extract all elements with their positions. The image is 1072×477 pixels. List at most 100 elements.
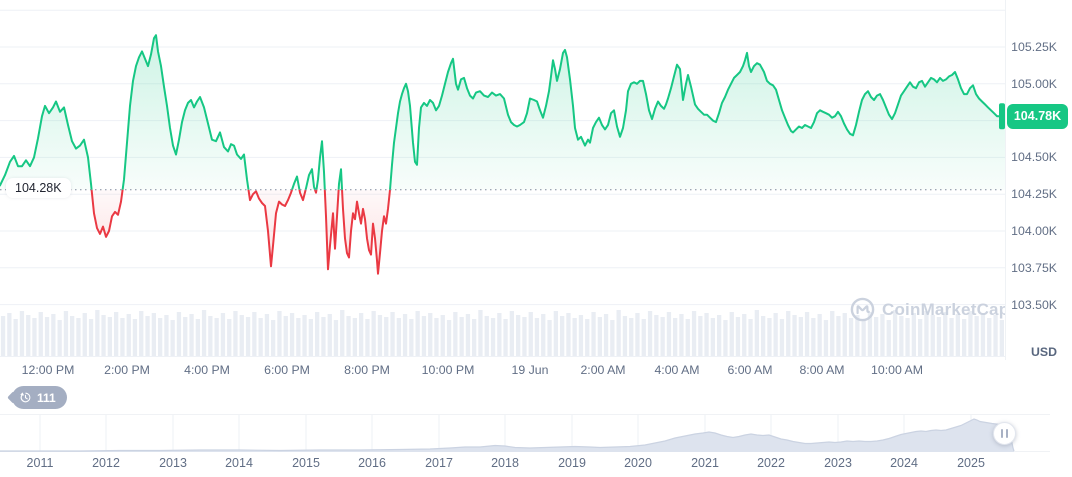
volume-bar <box>7 313 12 356</box>
volume-bar <box>472 319 477 356</box>
volume-bar <box>164 315 169 356</box>
year-axis-labels: 2011 2012 2013 2014 2015 2016 2017 2018 2019 2020… <box>0 456 1050 472</box>
price-chart-svg <box>0 9 1005 357</box>
volume-bar <box>346 316 351 356</box>
volume-bar <box>359 313 364 356</box>
volume-bar <box>302 315 307 356</box>
volume-bar <box>26 315 31 356</box>
volume-bar <box>139 311 144 356</box>
volume-bar <box>484 316 489 356</box>
volume-bar <box>723 320 728 356</box>
volume-bar <box>428 313 433 356</box>
volume-bar <box>811 318 816 356</box>
volume-bar <box>239 315 244 356</box>
volume-bar <box>836 316 841 356</box>
volume-bar <box>779 319 785 356</box>
x-axis-tick-label: 8:00 PM <box>344 363 390 377</box>
year-tick-label: 2018 <box>491 456 519 470</box>
year-tick-label: 2025 <box>957 456 985 470</box>
volume-bar <box>183 317 188 356</box>
baseline-price-label: 104.28K <box>6 178 71 199</box>
date-range-slider[interactable] <box>0 414 1050 452</box>
price-area-below-baseline <box>0 189 1005 274</box>
volume-bar <box>57 320 62 356</box>
year-tick-label: 2011 <box>26 456 54 470</box>
volume-bar <box>214 318 219 356</box>
volume-bar <box>968 311 973 356</box>
volume-bar <box>252 312 257 356</box>
volume-bar <box>679 314 684 356</box>
volume-bar <box>176 312 182 356</box>
current-price-badge: 104.78K <box>1007 103 1068 129</box>
volume-bar <box>145 316 150 356</box>
volume-bar <box>654 315 659 356</box>
volume-bar <box>114 312 119 356</box>
volume-bar <box>742 314 747 356</box>
volume-bar <box>943 312 948 356</box>
volume-bar <box>861 319 866 356</box>
x-axis-tick-label: 4:00 AM <box>654 363 700 377</box>
slider-drag-handle[interactable] <box>993 422 1016 445</box>
volume-bar <box>390 312 395 356</box>
volume-bar <box>0 316 6 356</box>
volume-bar <box>201 310 207 356</box>
volume-bar <box>377 315 383 356</box>
volume-bar <box>120 318 125 356</box>
volume-bar <box>170 320 175 356</box>
volume-bar <box>616 310 621 356</box>
volume-bar <box>227 319 232 356</box>
volume-bar <box>315 312 320 356</box>
volume-bar <box>516 315 521 356</box>
volume-bar <box>729 312 734 356</box>
volume-bar <box>528 312 533 356</box>
volume-bar <box>333 320 339 356</box>
volume-bar <box>541 314 546 356</box>
volume-bar <box>880 314 885 356</box>
volume-bar <box>685 319 690 356</box>
year-tick-label: 2014 <box>225 456 253 470</box>
volume-bar <box>415 311 420 356</box>
volume-bar <box>264 314 270 356</box>
volume-bar <box>566 313 571 356</box>
price-area-above-baseline <box>0 35 1005 190</box>
volume-bar <box>95 310 100 356</box>
x-axis-tick-label: 10:00 AM <box>871 363 923 377</box>
volume-bar <box>396 318 401 356</box>
volume-bar <box>32 318 37 356</box>
volume-bar <box>19 311 25 356</box>
volume-bars <box>0 310 1004 356</box>
y-axis-label: 104.25K <box>1011 187 1057 202</box>
main-price-chart[interactable]: CoinMarketCap 104.28K <box>0 0 1009 360</box>
volume-bar <box>955 314 960 356</box>
volume-bar <box>296 318 301 356</box>
volume-bar <box>245 317 251 356</box>
volume-bar <box>534 318 540 356</box>
volume-bar <box>421 316 427 356</box>
volume-bar <box>446 320 452 356</box>
volume-bar <box>892 310 898 356</box>
volume-bar <box>930 315 935 356</box>
volume-bar <box>666 312 672 356</box>
volume-bar <box>459 317 464 356</box>
volume-bar <box>51 314 56 356</box>
drag-handle-icon <box>1006 429 1008 438</box>
volume-bar <box>321 317 326 356</box>
year-tick-label: 2020 <box>624 456 652 470</box>
volume-bar <box>993 315 998 356</box>
y-axis-panel: 105.25K 105.00K 104.50K 104.25K 104.00K 103.7… <box>1005 0 1072 360</box>
volume-bar <box>503 319 508 356</box>
volume-bar <box>440 315 445 356</box>
volume-bar <box>13 319 18 356</box>
volume-bar <box>710 318 715 356</box>
volume-bar <box>151 313 156 356</box>
volume-bar <box>603 314 609 356</box>
volume-bar <box>855 315 860 356</box>
history-badge[interactable]: 111 <box>12 386 67 409</box>
volume-bar <box>773 313 778 356</box>
year-tick-label: 2021 <box>691 456 719 470</box>
volume-bar <box>63 311 69 356</box>
volume-bar <box>233 311 238 356</box>
volume-bar <box>823 320 829 356</box>
volume-bar <box>289 313 295 356</box>
volume-bar <box>384 317 389 356</box>
